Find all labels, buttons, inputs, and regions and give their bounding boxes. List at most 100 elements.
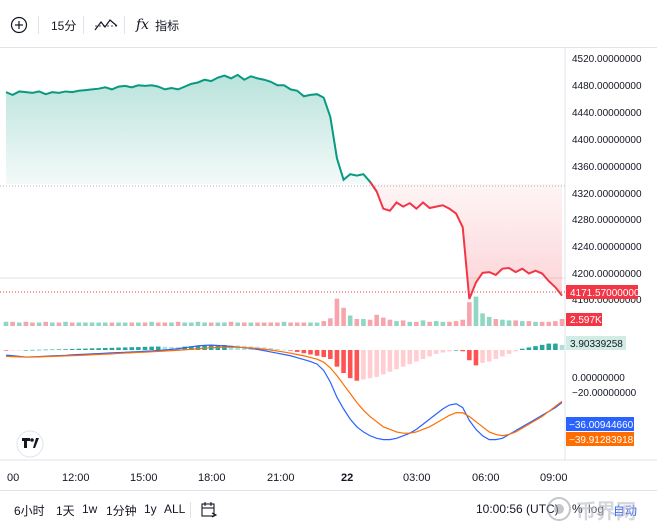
toolbar-divider (124, 16, 125, 34)
price-axis[interactable]: 4520.00000000 4480.00000000 4440.0000000… (572, 54, 642, 399)
chart-type-button[interactable] (94, 14, 118, 36)
macd-hist-bar (341, 350, 346, 374)
macd-hist-bar (288, 350, 293, 351)
volume-bar (453, 321, 459, 326)
macd-hist-bar (136, 347, 141, 350)
macd-hist-bar (486, 350, 492, 362)
macd-hist-bar (162, 346, 168, 350)
macd-hist-bar (76, 348, 82, 350)
price-tick: 4160.00000000 (572, 295, 642, 306)
macd-hist-bar (414, 350, 419, 362)
macd-hist-bar (354, 350, 360, 381)
time-tick: 00 (7, 472, 19, 484)
macd-hist-bar (281, 349, 287, 351)
macd-hist-bar (169, 346, 174, 350)
volume-bar (162, 322, 168, 326)
range-1m[interactable]: 1分钟 (106, 504, 137, 518)
auto-toggle[interactable]: 自动 (613, 504, 638, 518)
range-1w[interactable]: 1w (82, 502, 98, 516)
volume-bar (3, 321, 9, 326)
indicators-button[interactable]: fx 指标 (136, 14, 179, 36)
macd-hist-bar (539, 344, 545, 350)
volume-bar (268, 322, 274, 326)
volume-bar (526, 321, 532, 326)
macd-hist-bar (361, 350, 366, 380)
time-tick: 12:00 (62, 472, 90, 484)
macd-hist-bar (433, 350, 439, 354)
volume-bar (129, 322, 135, 326)
time-tick: 03:00 (403, 472, 431, 484)
time-tick-day: 22 (341, 472, 353, 484)
volume-bar (189, 322, 194, 326)
volume-bar (407, 321, 413, 326)
price-chart[interactable]: 4520.00000000 4480.00000000 4440.0000000… (0, 48, 657, 488)
interval-button[interactable]: 15分 (51, 14, 76, 36)
volume-bar (400, 320, 406, 326)
volume-bar (89, 322, 95, 326)
tradingview-logo[interactable] (16, 430, 44, 458)
range-all[interactable]: ALL (164, 502, 186, 516)
macd-hist-bar (546, 343, 552, 350)
watermark-text: 币界网 (576, 500, 636, 523)
range-1d[interactable]: 1天 (56, 504, 75, 518)
macd-hist-bar (321, 350, 327, 358)
percent-toggle[interactable]: % (572, 502, 583, 516)
macd-hist-bar (400, 350, 406, 367)
volume-bar (460, 319, 466, 326)
utc-clock[interactable]: 10:00:56 (UTC) (476, 502, 559, 516)
volume-bar (354, 319, 360, 326)
volume-bar (374, 314, 379, 326)
macd-hist-bar (493, 350, 499, 359)
volume-bar (394, 321, 399, 326)
volume-bar (235, 322, 240, 326)
price-tick: 4320.00000000 (572, 189, 642, 200)
time-axis[interactable]: 00 12:00 15:00 18:00 21:00 22 03:00 06:0… (7, 472, 568, 484)
volume-bar (553, 321, 558, 326)
watermark: 币界网 (546, 493, 652, 525)
volume-bar (228, 321, 234, 326)
price-tick: 4520.00000000 (572, 54, 642, 65)
chart-area[interactable]: 4520.00000000 4480.00000000 4440.0000000… (0, 48, 657, 488)
log-toggle[interactable]: log (588, 502, 605, 516)
price-tick: 4280.00000000 (572, 215, 642, 226)
bottom-divider (190, 502, 191, 518)
macd-hist-bar (347, 350, 353, 379)
macd-hist-bar (453, 350, 459, 351)
macd-hist-bar (500, 350, 505, 357)
volume-bar (440, 321, 446, 326)
macd-hist-bar (149, 346, 154, 350)
macd-hist-bar (407, 350, 413, 365)
range-1y[interactable]: 1y (144, 502, 157, 516)
macd-hist-bar (334, 350, 340, 367)
current-price-badge (566, 285, 638, 299)
volume-bar (427, 321, 432, 326)
add-symbol-button[interactable] (10, 14, 28, 36)
volume-bar (314, 322, 320, 326)
volume-bar (281, 321, 287, 326)
date-range-icon[interactable] (200, 501, 218, 519)
volume-bar (500, 319, 505, 326)
macd-hist-bar (69, 348, 75, 350)
volume-bar (467, 302, 472, 326)
macd-hist-bar (553, 343, 558, 350)
range-6h[interactable]: 6小时 (14, 504, 45, 518)
price-area-below-baseline (370, 183, 562, 300)
volume-bar (533, 321, 538, 326)
plus-circle-icon (10, 16, 28, 34)
price-line-down (369, 181, 563, 300)
volume-bar (116, 322, 121, 326)
price-tick: 4360.00000000 (572, 162, 642, 173)
volume-bar (387, 319, 393, 326)
volume-series (3, 296, 565, 326)
volume-bar (261, 322, 267, 326)
macd-hist-bar (182, 346, 188, 350)
time-tick: 15:00 (130, 472, 158, 484)
volume-bar (43, 321, 49, 326)
watermark-logo-icon (547, 497, 571, 521)
line-chart-icon (94, 19, 118, 31)
macd-hist-bar (559, 344, 565, 350)
macd-hist-bar (467, 350, 472, 361)
volume-bar (23, 321, 29, 326)
price-tick: 4400.00000000 (572, 135, 642, 146)
macd-hist-bar (16, 350, 22, 351)
